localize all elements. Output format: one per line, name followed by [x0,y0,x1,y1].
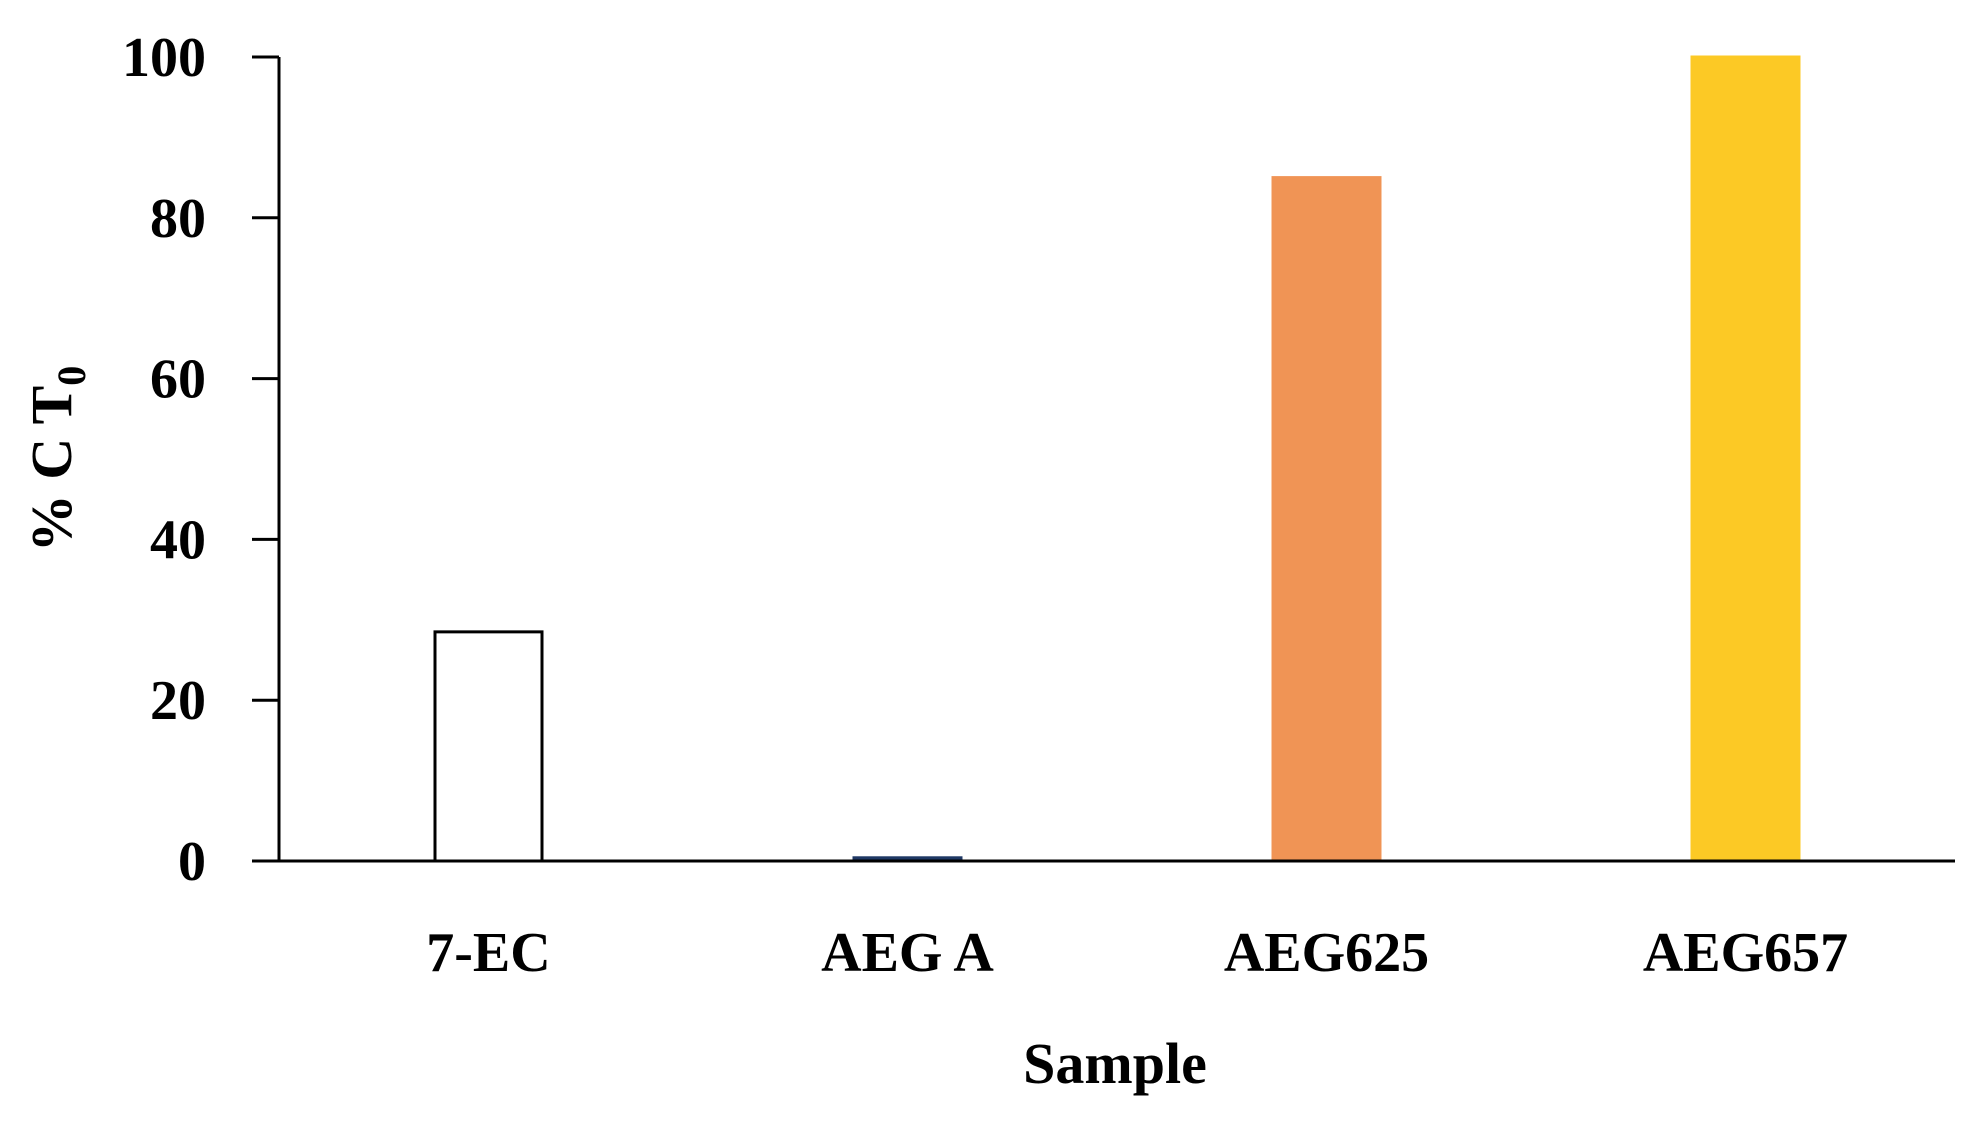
x-tick-label: AEG625 [1224,922,1429,984]
x-ticks-layer: 7-EC AEG A AEG625 AEG657 [426,922,1848,984]
y-axis-title: % C T0 [19,366,94,553]
axes-layer [252,57,1955,863]
x-tick-label: AEG657 [1643,922,1848,984]
y-axis-title-subscript: 0 [49,366,94,386]
y-tick-label: 40 [150,509,206,571]
y-tick-label: 60 [150,349,206,411]
x-tick-label: 7-EC [426,922,550,984]
y-tick-label: 100 [122,27,206,89]
y-tick-label: 80 [150,188,206,250]
bar-7-ec [433,630,544,863]
y-ticks-layer: 0 20 40 60 80 100 [122,27,279,893]
bar-aeg625 [1271,176,1382,863]
y-tick-label: 0 [178,831,206,893]
bar-aeg657 [1690,55,1801,863]
x-tick-label: AEG A [821,922,994,984]
x-axis-title: Sample [1023,1031,1207,1096]
bars-layer [433,55,1801,863]
y-axis-title-main: % C T [19,386,84,553]
y-tick-label: 20 [150,670,206,732]
